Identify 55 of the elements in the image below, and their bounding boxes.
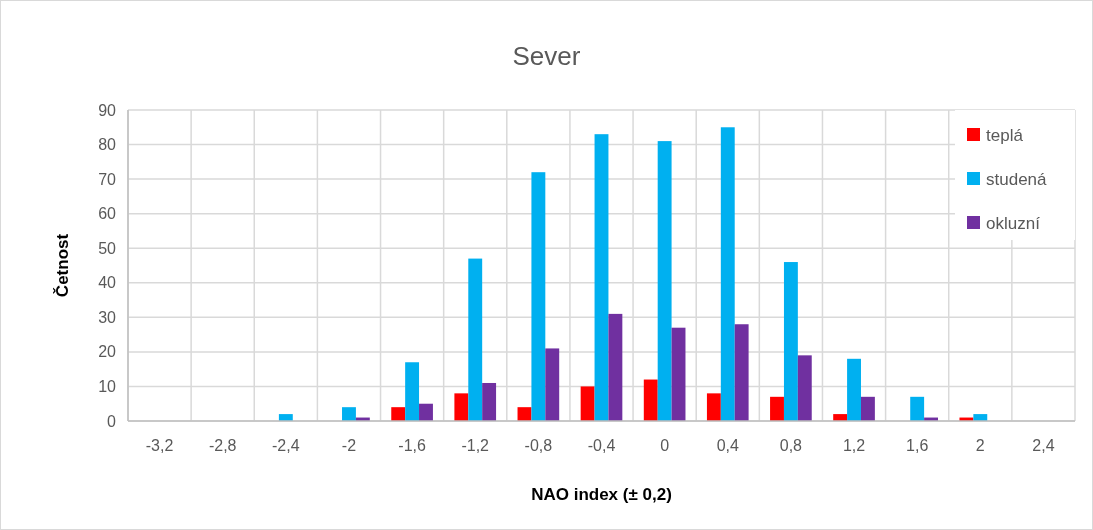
bar	[770, 396, 784, 421]
bar	[910, 396, 925, 421]
y-tick-label: 20	[98, 343, 117, 361]
bar	[608, 313, 623, 421]
bar	[671, 327, 686, 421]
bar	[454, 393, 469, 421]
bar	[720, 127, 735, 421]
bar	[594, 134, 609, 421]
y-tick-label: 0	[107, 412, 117, 430]
bar	[391, 407, 406, 421]
x-tick-label: -2	[341, 437, 357, 454]
bar	[847, 358, 861, 421]
x-tick-label: 1,6	[906, 437, 929, 454]
y-axis-title: Četnost	[53, 233, 72, 298]
x-tick-label: -1,6	[398, 437, 426, 454]
x-tick-label: -3,2	[145, 437, 174, 454]
bar	[482, 382, 497, 421]
y-tick-label: 80	[98, 136, 117, 154]
y-tick-label: 10	[98, 378, 117, 396]
chart-title: Sever	[512, 41, 581, 71]
bar	[643, 379, 658, 421]
y-tick-label: 40	[98, 274, 117, 292]
x-tick-label: 2,4	[1032, 437, 1055, 454]
bar	[342, 407, 356, 421]
x-tick-label: -0,4	[587, 437, 616, 454]
bar	[797, 355, 812, 421]
bar	[419, 403, 433, 421]
x-axis-title: NAO index (± 0,2)	[531, 485, 672, 504]
y-tick-label: 60	[98, 205, 117, 223]
y-tick-label: 50	[98, 239, 117, 257]
bar	[860, 396, 875, 421]
x-tick-label: 0,8	[779, 437, 803, 454]
x-tick-label: -1,2	[461, 437, 490, 454]
y-tick-label: 90	[98, 101, 117, 119]
y-tick-label: 70	[98, 170, 117, 188]
bar	[468, 258, 483, 421]
bar	[734, 324, 749, 421]
legend-label: teplá	[986, 125, 1024, 145]
y-tick-label: 30	[98, 308, 117, 326]
x-tick-label: 2	[975, 437, 985, 454]
bar	[531, 172, 546, 421]
bar	[706, 393, 721, 421]
x-tick-label: -2,8	[208, 437, 237, 454]
bar	[783, 262, 798, 421]
x-tick-label: 1,2	[842, 437, 866, 454]
bar	[405, 362, 420, 421]
x-tick-label: -0,8	[524, 437, 553, 454]
x-tick-label: 0,4	[716, 437, 739, 454]
bar	[580, 386, 595, 421]
legend-label: studená	[986, 169, 1048, 189]
x-tick-label: -2,4	[272, 437, 300, 454]
bar	[545, 348, 560, 421]
x-tick-label: 0	[660, 437, 670, 454]
bar	[657, 141, 672, 421]
legend-label: okluzní	[986, 213, 1041, 233]
